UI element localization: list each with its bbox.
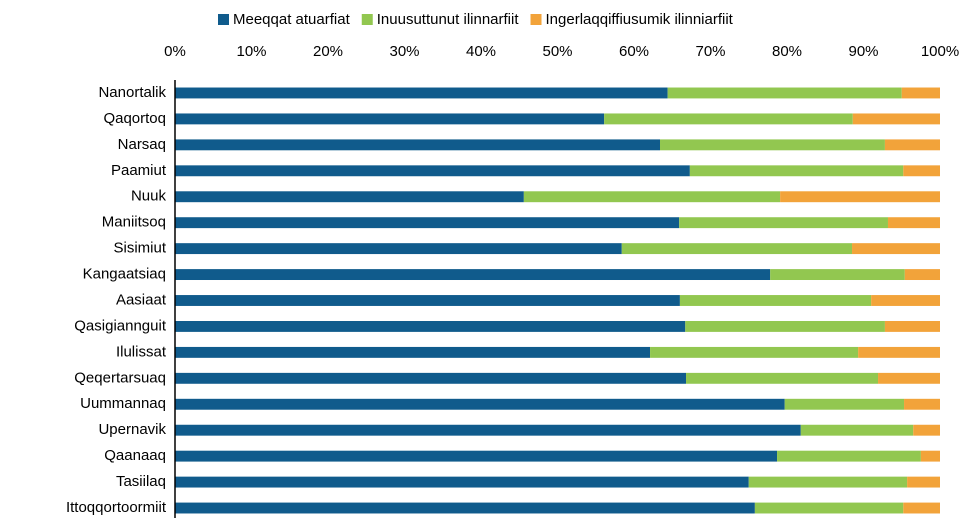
y-tick-label: Qeqertarsuaq	[74, 369, 166, 386]
bar-segment	[689, 165, 904, 177]
bar-segment	[884, 139, 940, 151]
y-tick-label: Kangaatsiaq	[83, 266, 166, 283]
y-tick-label: Upernavik	[98, 421, 166, 438]
bar-segment	[650, 346, 859, 358]
bar-segment	[884, 320, 940, 332]
x-tick-label: 10%	[236, 43, 266, 60]
bar-segment	[667, 87, 902, 99]
legend-label: Ingerlaqqiffiusumik ilinniarfiit	[546, 11, 734, 28]
y-tick-label: Nanortalik	[98, 84, 166, 101]
bar-segment	[175, 243, 622, 255]
bar-segment	[175, 269, 771, 281]
x-tick-label: 90%	[848, 43, 878, 60]
bar-segment	[904, 269, 940, 281]
bar-segment	[858, 346, 940, 358]
bar-segment	[852, 243, 940, 255]
bar-segment	[175, 87, 668, 99]
bar-segment	[887, 217, 940, 229]
bar-segment	[523, 191, 781, 203]
bar-segment	[871, 295, 940, 306]
bar-segment	[175, 372, 687, 384]
bar-segment	[913, 424, 940, 436]
legend-label: Inuusuttunut ilinnarfiit	[377, 11, 520, 28]
bar-segment	[175, 346, 651, 358]
bar-segment	[621, 243, 853, 255]
bar-segment	[777, 450, 921, 462]
y-tick-label: Ittoqqortoormiit	[66, 499, 167, 516]
x-tick-label: 80%	[772, 43, 802, 60]
bar-segment	[175, 113, 605, 125]
bar-segment	[175, 139, 661, 151]
legend-swatch	[361, 14, 373, 25]
y-tick-label: Narsaq	[118, 136, 166, 153]
bar-segment	[920, 450, 940, 462]
bar-segment	[903, 165, 940, 177]
x-tick-label: 40%	[466, 43, 496, 60]
bar-segment	[686, 372, 879, 384]
bar-segment	[660, 139, 885, 151]
bar-segment	[754, 502, 904, 514]
bar-segment	[800, 424, 914, 436]
bar-segment	[878, 372, 940, 384]
bar-segment	[175, 165, 690, 177]
legend-swatch	[530, 14, 542, 25]
y-tick-label: Qaanaaq	[104, 447, 166, 464]
y-tick-label: Maniitsoq	[102, 214, 166, 231]
bar-segment	[685, 320, 885, 332]
bar-segment	[770, 269, 905, 281]
bar-segment	[175, 191, 524, 203]
bar-segment	[852, 113, 940, 125]
x-tick-label: 100%	[921, 43, 959, 60]
bar-segment	[784, 398, 905, 410]
x-tick-label: 0%	[164, 43, 186, 60]
bar-segment	[901, 87, 940, 99]
x-tick-label: 60%	[619, 43, 649, 60]
y-tick-label: Nuuk	[131, 188, 167, 205]
bar-segment	[175, 502, 755, 514]
y-tick-label: Uummannaq	[80, 395, 166, 412]
y-tick-label: Ilulissat	[116, 343, 167, 360]
bar-segment	[175, 424, 801, 436]
y-tick-label: Qasigiannguit	[74, 317, 167, 334]
bar-segment	[175, 295, 680, 306]
bar-segment	[748, 476, 908, 488]
y-tick-label: Qaqortoq	[103, 110, 166, 127]
legend-swatch	[218, 14, 229, 25]
y-tick-label: Paamiut	[111, 162, 167, 179]
bar-segment	[175, 217, 680, 229]
bar-segment	[903, 502, 940, 514]
bar-segment	[679, 217, 888, 229]
bar-segment	[904, 398, 940, 410]
y-tick-label: Aasiaat	[116, 291, 167, 308]
x-tick-label: 50%	[542, 43, 572, 60]
bar-segment	[907, 476, 940, 488]
x-tick-label: 70%	[695, 43, 725, 60]
bar-segment	[175, 320, 686, 332]
bar-segment	[175, 450, 778, 462]
bar-segment	[780, 191, 940, 203]
x-tick-label: 30%	[389, 43, 419, 60]
y-tick-label: Tasiilaq	[116, 473, 166, 490]
bar-segment	[604, 113, 853, 125]
bar-segment	[175, 398, 785, 410]
x-tick-label: 20%	[313, 43, 343, 60]
legend-label: Meeqqat atuarfiat	[233, 11, 351, 28]
bar-segment	[175, 476, 749, 488]
bar-segment	[679, 295, 872, 306]
y-tick-label: Sisimiut	[113, 240, 166, 257]
